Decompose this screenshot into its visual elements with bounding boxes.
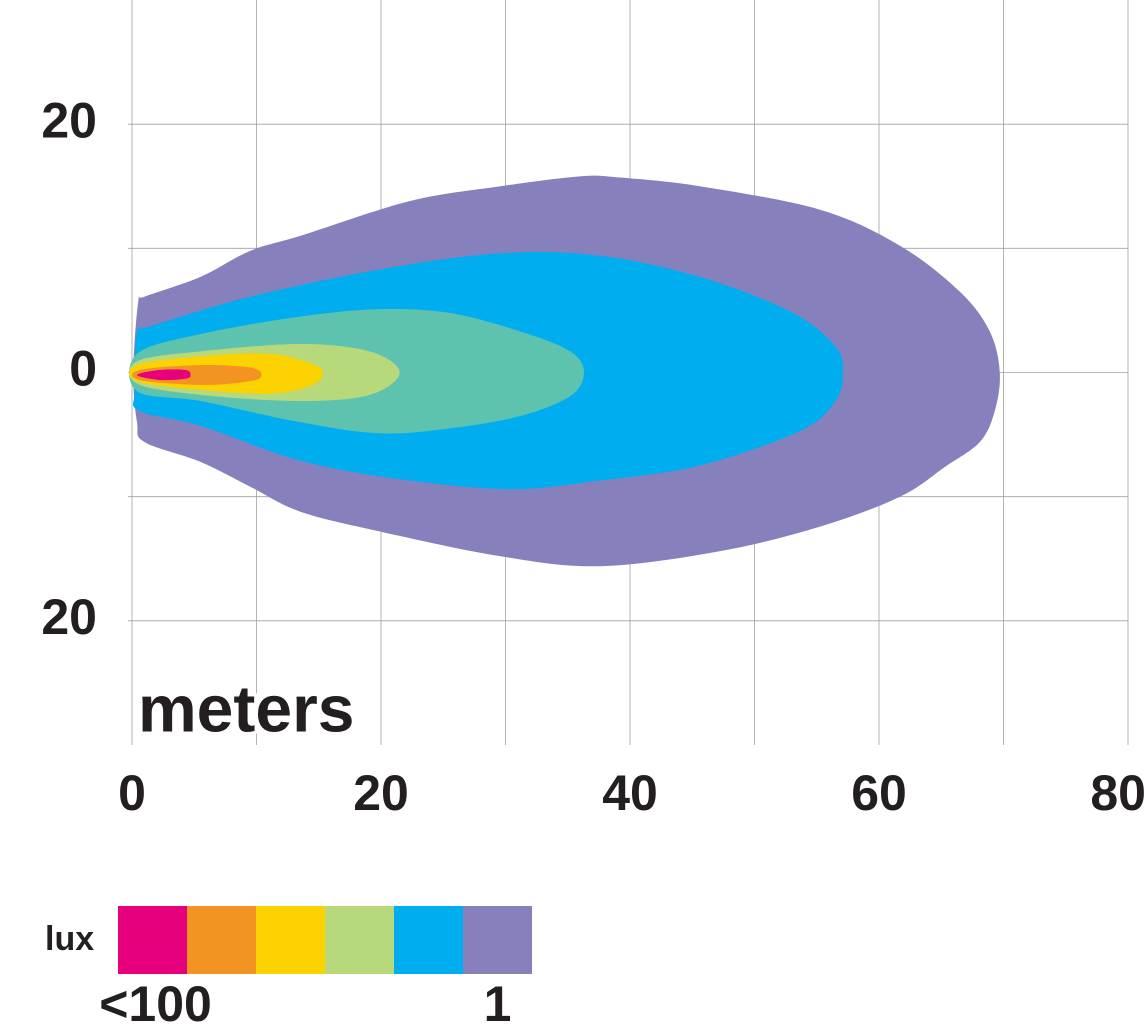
isolux-contour xyxy=(136,369,191,381)
legend-title: lux xyxy=(45,920,94,958)
legend-label: <100 xyxy=(99,976,212,1027)
y-tick-label: 0 xyxy=(69,341,97,397)
legend-swatch xyxy=(256,906,325,974)
x-tick-label: 60 xyxy=(851,765,907,821)
x-tick-label: 0 xyxy=(118,765,146,821)
legend: lux <100 1 xyxy=(45,906,532,1032)
legend-swatch xyxy=(187,906,256,974)
x-tick-label: 40 xyxy=(602,765,658,821)
x-tick-label: 20 xyxy=(353,765,409,821)
legend-swatch xyxy=(463,906,532,974)
legend-label: 1 xyxy=(484,976,512,1027)
x-tick-label: 80 xyxy=(1090,765,1146,821)
y-tick-label: 20 xyxy=(41,92,97,148)
x-axis-label: meters xyxy=(138,671,354,745)
axes: 0 20 40 60 80 20 0 20 xyxy=(41,92,1146,821)
legend-swatch xyxy=(118,906,187,974)
y-tick-label: 20 xyxy=(41,589,97,645)
legend-swatch xyxy=(325,906,394,974)
legend-swatch xyxy=(394,906,463,974)
plot-area xyxy=(129,175,1000,567)
